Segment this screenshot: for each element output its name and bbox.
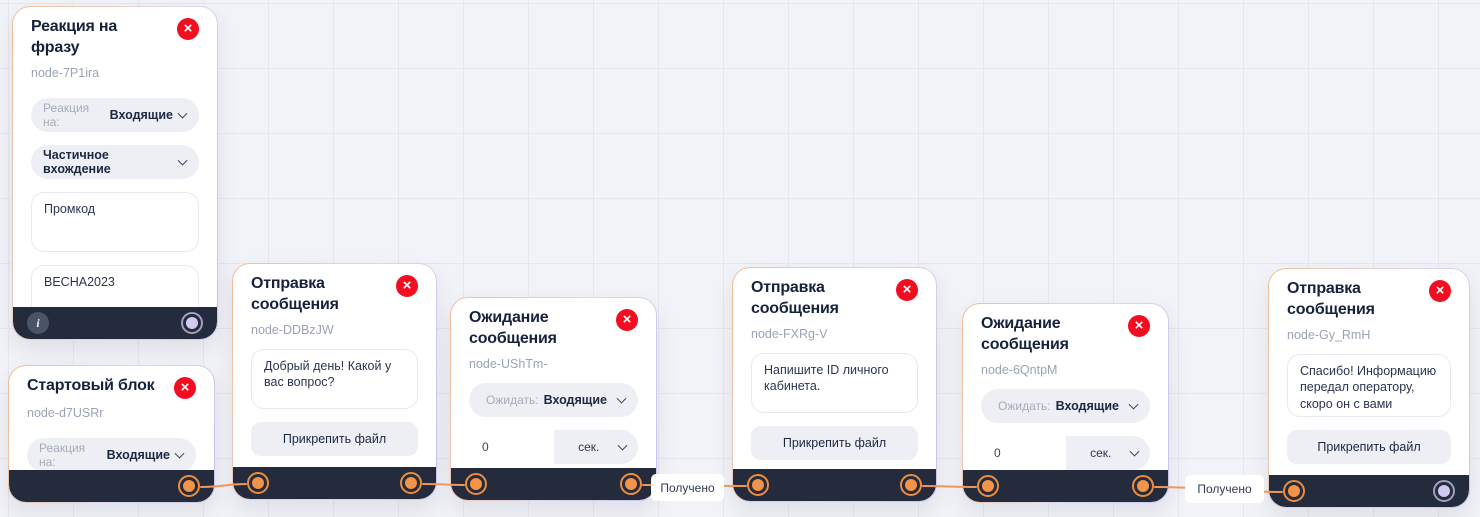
delete-node-button[interactable]: ×: [896, 279, 918, 301]
timeout-unit-select[interactable]: сек.: [554, 430, 639, 464]
node-footer-bar: [451, 468, 656, 500]
wait-source-select[interactable]: Ожидать: Входящие: [981, 388, 1150, 423]
chevron-down-icon: [617, 440, 628, 451]
timeout-unit-select[interactable]: сек.: [1066, 436, 1151, 470]
node-footer-bar: [1269, 475, 1469, 507]
select-value: Входящие: [1055, 398, 1119, 413]
node-id: node-DDBzJW: [251, 322, 334, 337]
output-port[interactable]: [400, 472, 422, 494]
node-id: node-UShTm-: [469, 356, 548, 371]
delete-node-button[interactable]: ×: [1128, 315, 1150, 337]
unit-value: сек.: [1090, 445, 1112, 460]
node-wait-message-1: Ожидание сообщения × node-UShTm- Ожидать…: [450, 297, 657, 501]
input-port[interactable]: [1283, 480, 1305, 502]
node-footer-bar: [963, 470, 1168, 502]
select-value: Частичное вхождение: [43, 147, 111, 176]
chevron-down-icon: [616, 393, 627, 404]
select-label: Реакция на:: [43, 100, 90, 129]
info-icon[interactable]: i: [27, 312, 49, 334]
node-title: Реакция на фразу: [31, 18, 118, 56]
delete-node-button[interactable]: ×: [1429, 280, 1451, 302]
node-title: Отправка сообщения: [1287, 280, 1375, 318]
node-id: node-7P1ira: [31, 65, 100, 80]
select-label: Реакция на:: [39, 441, 86, 469]
select-value: Входящие: [109, 107, 173, 122]
input-port[interactable]: [465, 473, 487, 495]
chevron-down-icon: [174, 448, 185, 459]
node-reaction-phrase: Реакция на фразу × node-7P1ira Реакция н…: [12, 6, 218, 340]
node-id: node-d7USRr: [27, 406, 104, 420]
edge-label-received: Получено: [651, 474, 724, 501]
timeout-value-input[interactable]: [981, 435, 1066, 470]
node-send-message-1: Отправка сообщения × node-DDBzJW Добрый …: [232, 263, 437, 500]
node-id: node-Gy_RmH: [1287, 327, 1371, 342]
input-port[interactable]: [747, 474, 769, 496]
match-type-select[interactable]: Частичное вхождение: [31, 144, 199, 179]
attach-file-button[interactable]: Прикрепить файл: [751, 425, 918, 460]
output-port[interactable]: [620, 473, 642, 495]
node-title: Ожидание сообщения: [469, 309, 557, 347]
output-port[interactable]: [900, 474, 922, 496]
output-port[interactable]: [1433, 480, 1455, 502]
node-title: Отправка сообщения: [751, 279, 839, 317]
chevron-down-icon: [1129, 446, 1140, 457]
delete-node-button[interactable]: ×: [396, 275, 418, 297]
wait-source-select[interactable]: Ожидать: Входящие: [469, 382, 638, 417]
node-footer-bar: [733, 469, 936, 501]
unit-value: сек.: [578, 439, 600, 454]
timeout-row: сек.: [981, 435, 1151, 470]
message-input[interactable]: Напишите ID личного кабинета.: [751, 352, 918, 413]
phrase-input[interactable]: Промкод: [31, 191, 199, 252]
delete-node-button[interactable]: ×: [174, 377, 196, 399]
output-port[interactable]: [178, 475, 200, 497]
node-title: Отправка сообщения: [251, 275, 339, 313]
timeout-row: сек.: [469, 429, 639, 464]
node-wait-message-2: Ожидание сообщения × node-6QntpM Ожидать…: [962, 303, 1169, 503]
node-id: node-FXRg-V: [751, 326, 828, 341]
select-value: Входящие: [106, 448, 170, 462]
edge-label-received: Получено: [1185, 475, 1264, 503]
chevron-down-icon: [177, 108, 188, 119]
chevron-down-icon: [1128, 399, 1139, 410]
node-footer-bar: [9, 470, 214, 502]
delete-node-button[interactable]: ×: [177, 18, 199, 40]
select-value: Входящие: [543, 392, 607, 407]
node-title: Ожидание сообщения: [981, 315, 1069, 353]
input-port[interactable]: [977, 475, 999, 497]
node-start-block: Стартовый блок × node-d7USRr Реакция на:…: [8, 365, 215, 503]
reaction-source-select[interactable]: Реакция на: Входящие: [27, 438, 196, 472]
timeout-value-input[interactable]: [469, 429, 554, 464]
message-input[interactable]: Добрый день! Какой у вас вопрос?: [251, 348, 418, 409]
message-input[interactable]: Спасибо! Информацию передал оператору, с…: [1287, 353, 1451, 417]
node-send-message-3: Отправка сообщения × node-Gy_RmH Спасибо…: [1268, 268, 1470, 508]
attach-file-button[interactable]: Прикрепить файл: [1287, 429, 1451, 464]
delete-node-button[interactable]: ×: [616, 309, 638, 331]
output-port[interactable]: [181, 312, 203, 334]
attach-file-button[interactable]: Прикрепить файл: [251, 421, 418, 456]
select-label: Ожидать:: [998, 398, 1051, 413]
reaction-source-select[interactable]: Реакция на: Входящие: [31, 97, 199, 132]
node-footer-bar: [233, 467, 436, 499]
output-port[interactable]: [1132, 475, 1154, 497]
node-footer-bar: i: [13, 307, 217, 339]
node-title: Стартовый блок: [27, 377, 155, 394]
input-port[interactable]: [247, 472, 269, 494]
node-send-message-2: Отправка сообщения × node-FXRg-V Напишит…: [732, 267, 937, 502]
select-label: Ожидать:: [486, 392, 539, 407]
chevron-down-icon: [177, 155, 188, 166]
node-id: node-6QntpM: [981, 362, 1058, 377]
